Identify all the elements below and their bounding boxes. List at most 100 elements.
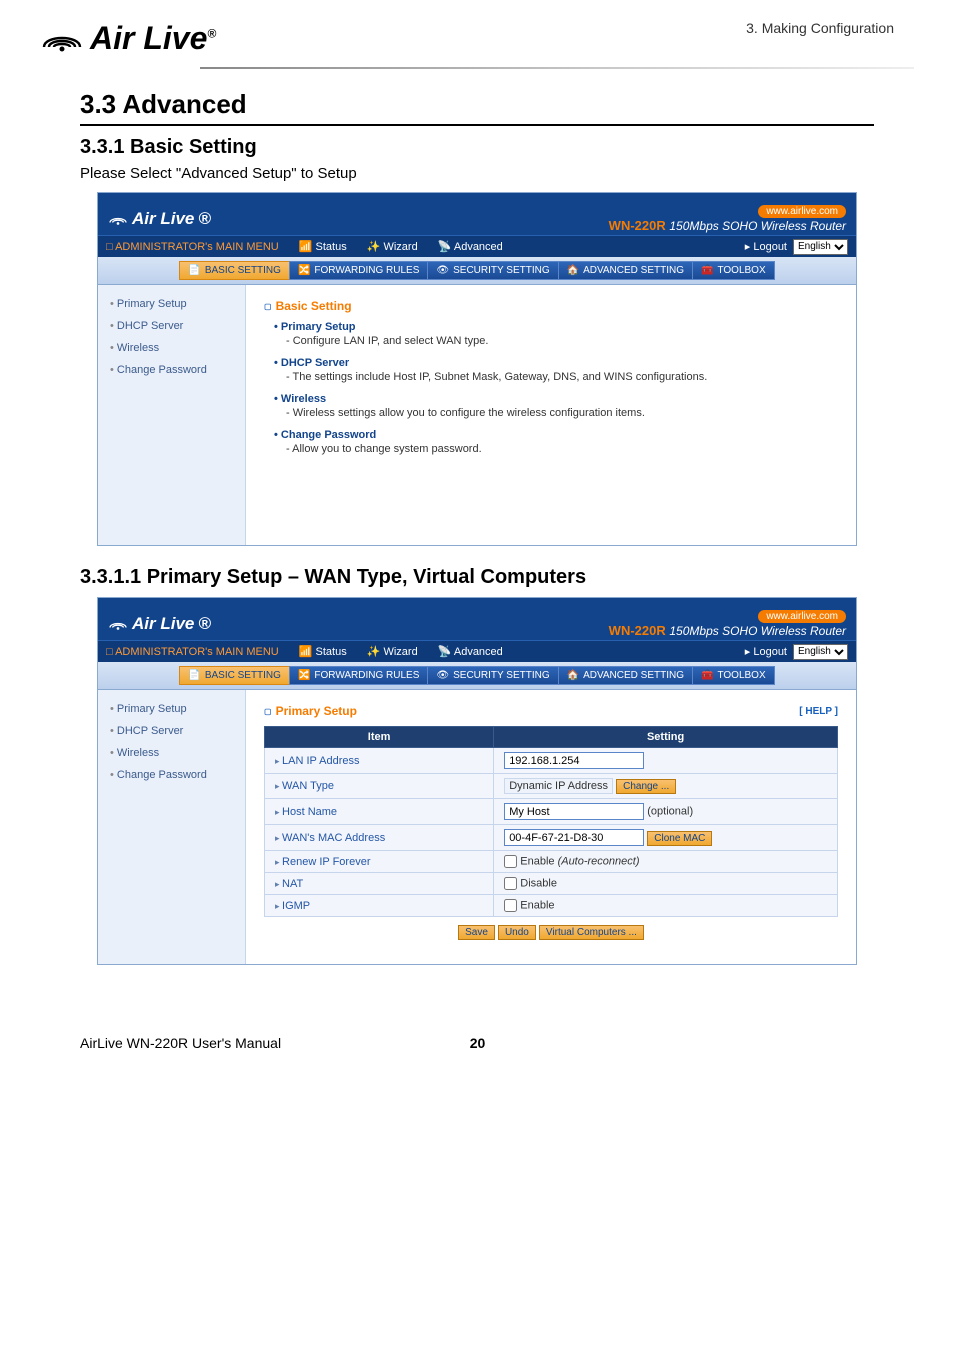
row-lan-ip-cell (494, 748, 838, 774)
igmp-text: Enable (520, 899, 554, 911)
sidebar-item-wireless[interactable]: Wireless (98, 337, 245, 359)
nav-security-setting[interactable]: 👁 SECURITY SETTING (427, 261, 558, 280)
row-wan-type-label: WAN Type (265, 774, 494, 799)
menubar-logout[interactable]: ▸ Logout (745, 645, 787, 658)
app-banner: Air Live® www.airlive.com WN-220R 150Mbp… (98, 193, 856, 235)
lan-ip-field[interactable] (504, 752, 644, 769)
menubar-wizard[interactable]: ✨ Wizard (367, 645, 418, 658)
nav-basic-setting[interactable]: 📄 BASIC SETTING (179, 666, 290, 685)
save-button[interactable]: Save (458, 925, 495, 940)
sidebar-item-dhcp[interactable]: DHCP Server (98, 720, 245, 742)
nav-toolbox[interactable]: 🧰 TOOLBOX (692, 261, 775, 280)
button-row: Save Undo Virtual Computers ... (264, 917, 838, 944)
product-name: WN-220R (609, 623, 666, 638)
blk-primary-line: - Configure LAN IP, and select WAN type. (286, 333, 838, 347)
screenshot-primary-setup: Air Live® www.airlive.com WN-220R 150Mbp… (97, 597, 857, 965)
nat-checkbox[interactable] (504, 877, 517, 890)
app-banner-right: www.airlive.com WN-220R 150Mbps SOHO Wir… (609, 205, 846, 235)
hostname-optional: (optional) (647, 806, 693, 818)
virtual-computers-button[interactable]: Virtual Computers ... (539, 925, 644, 940)
app-logo: Air Live® (108, 209, 211, 235)
nav-basic-setting[interactable]: 📄 BASIC SETTING (179, 261, 290, 280)
sidebar-item-dhcp[interactable]: DHCP Server (98, 315, 245, 337)
menubar-status[interactable]: 📶 Status (299, 645, 347, 658)
app-banner: Air Live® www.airlive.com WN-220R 150Mbp… (98, 598, 856, 640)
menubar-admin[interactable]: □ ADMINISTRATOR's MAIN MENU (106, 646, 279, 658)
settings-table: Item Setting LAN IP Address WAN Type Dyn… (264, 726, 838, 917)
app-navbar: 📄 BASIC SETTING 🔀 FORWARDING RULES 👁 SEC… (98, 662, 856, 690)
app-logo: Air Live® (108, 614, 211, 640)
clone-mac-button[interactable]: Clone MAC (647, 831, 712, 846)
blk-changepw[interactable]: Change Password (274, 429, 838, 441)
blk-dhcp[interactable]: DHCP Server (274, 357, 838, 369)
logo-text: Air Live® (90, 20, 216, 57)
row-renew-label: Renew IP Forever (265, 851, 494, 873)
heading-underline (80, 124, 874, 126)
language-select[interactable]: English (793, 239, 848, 255)
help-link[interactable]: [ HELP ] (799, 706, 838, 717)
wan-type-change-button[interactable]: Change ... (616, 779, 676, 794)
product-tag: 150Mbps SOHO Wireless Router (669, 624, 846, 638)
menubar-status[interactable]: 📶 Status (299, 240, 347, 253)
sidebar: Primary Setup DHCP Server Wireless Chang… (98, 690, 246, 964)
heading-advanced: 3.3 Advanced (80, 89, 874, 120)
sidebar-item-primary[interactable]: Primary Setup (98, 293, 245, 315)
nav-security-setting[interactable]: 👁 SECURITY SETTING (427, 666, 558, 685)
row-igmp-label: IGMP (265, 895, 494, 917)
nav-advanced-setting[interactable]: 🏠 ADVANCED SETTING (558, 666, 693, 685)
blk-changepw-line: - Allow you to change system password. (286, 441, 838, 455)
main-pane: ▢Primary Setup [ HELP ] Item Setting LAN… (246, 690, 856, 964)
url-pill: www.airlive.com (758, 205, 846, 218)
sidebar-item-primary[interactable]: Primary Setup (98, 698, 245, 720)
sidebar-item-changepw[interactable]: Change Password (98, 359, 245, 381)
sidebar-item-changepw[interactable]: Change Password (98, 764, 245, 786)
app-logo-text: Air Live (132, 614, 194, 634)
page-header: Air Live® 3. Making Configuration (0, 0, 954, 67)
intro-text-1: Please Select "Advanced Setup" to Setup (80, 165, 874, 182)
row-igmp-cell: Enable (494, 895, 838, 917)
sidebar-item-wireless[interactable]: Wireless (98, 742, 245, 764)
renew-checkbox[interactable] (504, 855, 517, 868)
hostname-field[interactable] (504, 803, 644, 820)
page-footer: AirLive WN-220R User's Manual 20 (0, 1015, 954, 1081)
menubar-advanced[interactable]: 📡 Advanced (438, 240, 503, 253)
menubar-advanced[interactable]: 📡 Advanced (438, 645, 503, 658)
undo-button[interactable]: Undo (498, 925, 536, 940)
app-banner-right: www.airlive.com WN-220R 150Mbps SOHO Wir… (609, 610, 846, 640)
screenshot-basic-setting: Air Live® www.airlive.com WN-220R 150Mbp… (97, 192, 857, 546)
blk-wireless[interactable]: Wireless (274, 393, 838, 405)
wan-mac-field[interactable] (504, 829, 644, 846)
footer-page: 20 (470, 1035, 486, 1051)
footer-left: AirLive WN-220R User's Manual (80, 1035, 281, 1051)
renew-text: Enable (Auto-reconnect) (520, 855, 639, 867)
app-menubar: □ ADMINISTRATOR's MAIN MENU 📶 Status ✨ W… (98, 235, 856, 257)
nav-forwarding-rules[interactable]: 🔀 FORWARDING RULES (289, 666, 428, 685)
menubar-logout[interactable]: ▸ Logout (745, 240, 787, 253)
menubar-admin[interactable]: □ ADMINISTRATOR's MAIN MENU (106, 241, 279, 253)
menubar-wizard[interactable]: ✨ Wizard (367, 240, 418, 253)
nat-text: Disable (520, 877, 557, 889)
nav-toolbox[interactable]: 🧰 TOOLBOX (692, 666, 775, 685)
app-navbar: 📄 BASIC SETTING 🔀 FORWARDING RULES 👁 SEC… (98, 257, 856, 285)
blk-dhcp-line: - The settings include Host IP, Subnet M… (286, 369, 838, 383)
row-renew-cell: Enable (Auto-reconnect) (494, 851, 838, 873)
row-nat-label: NAT (265, 873, 494, 895)
nav-forwarding-rules[interactable]: 🔀 FORWARDING RULES (289, 261, 428, 280)
th-item: Item (265, 727, 494, 748)
panel-title: ▢Basic Setting (264, 295, 838, 321)
row-wan-mac-label: WAN's MAC Address (265, 825, 494, 851)
app-logo-text: Air Live (132, 209, 194, 229)
main-pane: ▢Basic Setting Primary Setup - Configure… (246, 285, 856, 545)
igmp-checkbox[interactable] (504, 899, 517, 912)
blk-primary-setup[interactable]: Primary Setup (274, 321, 838, 333)
url-pill: www.airlive.com (758, 610, 846, 623)
row-lan-ip-label: LAN IP Address (265, 748, 494, 774)
blk-wireless-line: - Wireless settings allow you to configu… (286, 405, 838, 419)
row-hostname-cell: (optional) (494, 799, 838, 825)
row-hostname-label: Host Name (265, 799, 494, 825)
language-select[interactable]: English (793, 644, 848, 660)
content: 3.3 Advanced 3.3.1 Basic Setting Please … (0, 69, 954, 1015)
th-setting: Setting (494, 727, 838, 748)
app-menubar: □ ADMINISTRATOR's MAIN MENU 📶 Status ✨ W… (98, 640, 856, 662)
nav-advanced-setting[interactable]: 🏠 ADVANCED SETTING (558, 261, 693, 280)
